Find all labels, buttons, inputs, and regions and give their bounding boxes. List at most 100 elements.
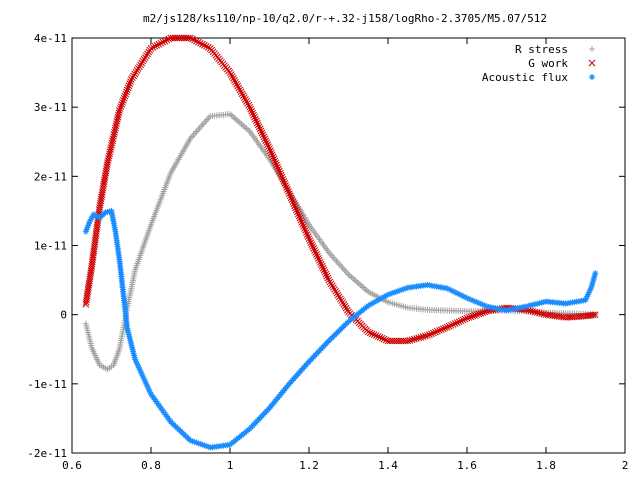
legend-marker xyxy=(589,74,595,80)
data-point xyxy=(268,151,276,159)
data-point xyxy=(343,306,351,314)
data-point xyxy=(309,243,317,250)
data-point xyxy=(338,297,345,305)
data-point xyxy=(299,220,307,228)
data-point xyxy=(151,42,159,50)
data-point xyxy=(288,196,296,204)
data-point xyxy=(231,76,238,84)
data-point xyxy=(155,40,163,48)
x-tick-label: 1 xyxy=(227,459,234,472)
data-point xyxy=(328,282,336,290)
data-point xyxy=(479,309,487,316)
data-point xyxy=(406,336,414,344)
data-point xyxy=(235,84,243,92)
data-point xyxy=(434,327,441,335)
data-point xyxy=(284,186,291,193)
data-point xyxy=(195,38,202,46)
data-point xyxy=(258,129,266,137)
data-point xyxy=(592,270,599,277)
data-point xyxy=(334,291,342,299)
data-point xyxy=(187,34,194,42)
data-point xyxy=(184,34,192,42)
data-point xyxy=(237,88,245,96)
x-tick-label: 0.8 xyxy=(141,459,161,472)
data-point xyxy=(428,330,435,338)
legend-label: R stress xyxy=(515,43,568,56)
data-point xyxy=(245,101,253,109)
data-point xyxy=(234,82,242,90)
data-point xyxy=(331,286,338,293)
data-point xyxy=(147,45,155,52)
data-point xyxy=(413,335,420,342)
data-point xyxy=(123,86,131,94)
data-point xyxy=(159,38,167,46)
data-point xyxy=(461,315,469,323)
data-point xyxy=(256,125,264,133)
data-point xyxy=(295,212,303,220)
data-point xyxy=(368,330,376,338)
data-point xyxy=(259,131,267,139)
data-point xyxy=(326,278,334,286)
data-point xyxy=(124,84,132,92)
data-point xyxy=(320,266,328,274)
data-point xyxy=(126,80,134,88)
data-point xyxy=(123,88,130,96)
data-point xyxy=(477,309,485,317)
data-point xyxy=(120,94,128,102)
data-point xyxy=(257,127,265,135)
data-point xyxy=(296,214,304,222)
data-point xyxy=(255,123,263,131)
data-point xyxy=(116,107,123,114)
data-point xyxy=(445,322,453,330)
data-point xyxy=(374,333,382,340)
data-point xyxy=(305,235,313,242)
data-point xyxy=(254,121,262,129)
data-point xyxy=(266,145,273,153)
data-point xyxy=(366,329,374,337)
data-point xyxy=(116,105,124,112)
x-tick-label: 1.8 xyxy=(536,459,556,472)
data-point xyxy=(339,299,347,306)
data-point xyxy=(307,239,315,246)
data-point xyxy=(261,135,269,143)
data-point xyxy=(193,37,200,45)
data-point xyxy=(341,302,349,310)
data-point xyxy=(191,36,198,44)
data-point xyxy=(408,336,416,344)
data-point xyxy=(469,312,477,320)
data-point xyxy=(287,194,295,202)
data-point xyxy=(242,96,249,103)
data-point xyxy=(118,101,126,108)
x-tick-label: 1.4 xyxy=(378,459,398,472)
data-point xyxy=(240,94,248,101)
data-point xyxy=(262,137,270,145)
data-point xyxy=(376,333,384,341)
data-point xyxy=(281,180,289,187)
data-point xyxy=(455,318,463,326)
data-point xyxy=(471,312,479,319)
data-point xyxy=(165,35,173,43)
data-point xyxy=(273,161,281,169)
data-point xyxy=(441,324,449,332)
data-point xyxy=(435,327,443,334)
data-point xyxy=(302,227,309,234)
data-point xyxy=(269,153,277,161)
y-tick-label: 2e-11 xyxy=(34,170,67,183)
y-tick-label: 1e-11 xyxy=(34,240,67,253)
plot-frame xyxy=(71,37,626,454)
data-point xyxy=(157,39,165,47)
chart-title: m2/js128/ks110/np-10/q2.0/r-+.32-j158/lo… xyxy=(143,12,547,25)
data-point xyxy=(332,287,340,295)
data-point xyxy=(370,331,378,339)
data-point xyxy=(315,254,322,262)
data-point xyxy=(252,115,259,123)
y-tick-label: -2e-11 xyxy=(27,447,67,460)
data-point xyxy=(289,198,297,206)
data-point xyxy=(247,105,255,113)
data-point xyxy=(283,184,290,191)
data-point xyxy=(264,141,271,149)
data-point xyxy=(340,301,348,308)
data-point xyxy=(306,237,314,244)
data-point xyxy=(417,333,425,341)
